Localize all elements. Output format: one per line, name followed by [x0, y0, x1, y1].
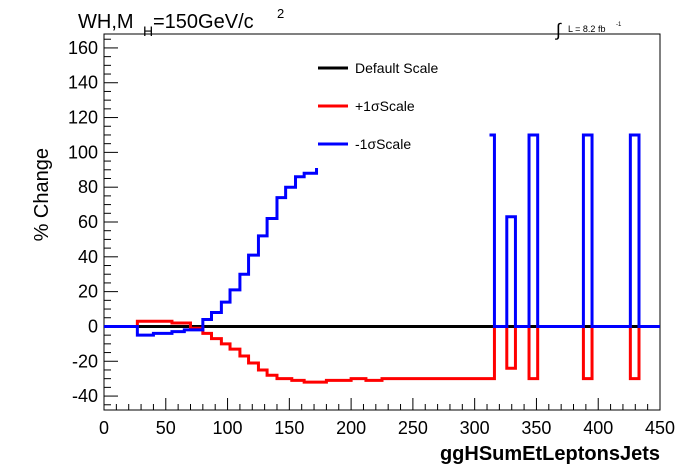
- lumi-annotation: ∫ L = 8.2 fb -1: [554, 20, 622, 40]
- y-tick-label: 40: [78, 247, 98, 267]
- lumi-label: L = 8.2 fb: [568, 24, 605, 34]
- x-tick-label: 50: [156, 418, 176, 438]
- x-tick-label: 450: [645, 418, 675, 438]
- x-tick-label: 200: [336, 418, 366, 438]
- lumi-sup: -1: [616, 22, 622, 28]
- y-tick-label: 140: [68, 73, 98, 93]
- axis-ticks: [103, 38, 661, 410]
- title-rest: =150GeV/c: [153, 11, 254, 33]
- x-tick-label: 100: [213, 418, 243, 438]
- axis-tick-labels: 0 50 100 150 200 250 300 350 400 450 -40 -20 0 20 40 60…: [68, 38, 675, 438]
- title-main: WH,M: [78, 11, 134, 33]
- chart-title: WH,M H =150GeV/c 2: [78, 6, 284, 39]
- y-tick-label: 160: [68, 38, 98, 58]
- title-sup: 2: [277, 6, 284, 21]
- y-tick-label: 80: [78, 177, 98, 197]
- y-tick-label: 100: [68, 142, 98, 162]
- series-layer: [104, 133, 660, 384]
- y-tick-label: 0: [88, 316, 98, 336]
- title-sub: H: [143, 23, 153, 39]
- legend-label: +1σScale: [355, 98, 415, 114]
- series-line--1-scale: [104, 319, 660, 384]
- legend-label: -1σScale: [355, 136, 411, 152]
- plot-frame: [103, 33, 661, 411]
- legend-label: Default Scale: [355, 60, 438, 76]
- x-tick-label: 250: [398, 418, 428, 438]
- series-line--1-scale-high: [489, 133, 660, 328]
- x-tick-label: 350: [521, 418, 551, 438]
- x-tick-label: 0: [99, 418, 109, 438]
- y-tick-label: 60: [78, 212, 98, 232]
- y-tick-label: 120: [68, 108, 98, 128]
- integral-sign: ∫: [554, 20, 562, 40]
- y-axis-title: % Change: [31, 148, 53, 241]
- x-axis-title: ggHSumEtLeptonsJets: [440, 443, 660, 465]
- y-tick-label: 20: [78, 282, 98, 302]
- legend: Default Scale +1σScale -1σScale: [318, 60, 438, 152]
- x-tick-label: 150: [274, 418, 304, 438]
- x-tick-label: 400: [583, 418, 613, 438]
- series-line--1-scale: [104, 168, 319, 337]
- x-tick-label: 300: [460, 418, 490, 438]
- y-tick-label: -20: [72, 351, 98, 371]
- y-tick-label: -40: [72, 386, 98, 406]
